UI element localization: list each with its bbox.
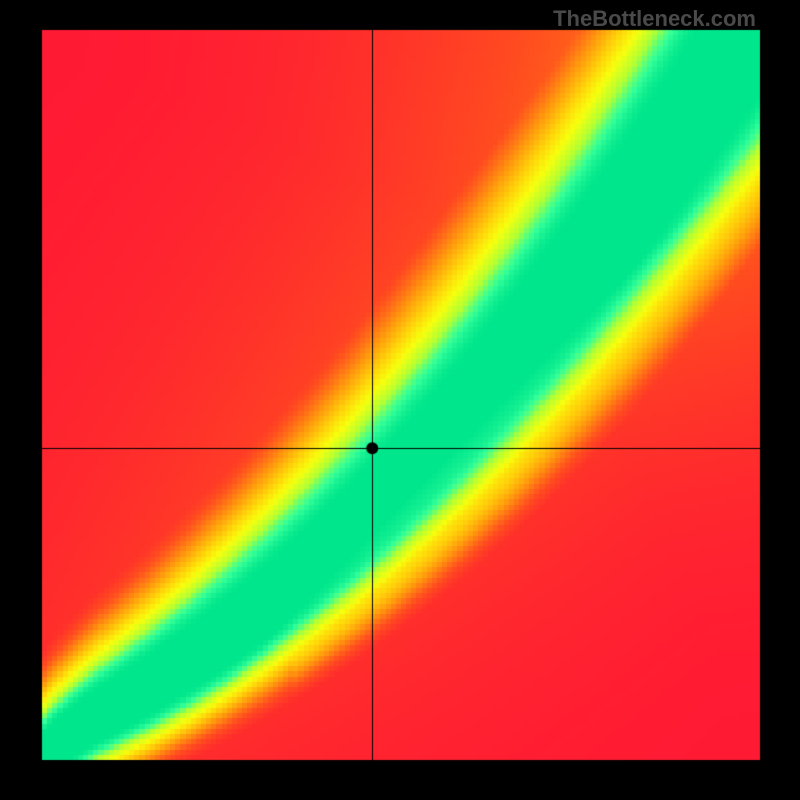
watermark-text: TheBottleneck.com [553, 6, 756, 32]
chart-container: TheBottleneck.com [0, 0, 800, 800]
bottleneck-heatmap [0, 0, 800, 800]
